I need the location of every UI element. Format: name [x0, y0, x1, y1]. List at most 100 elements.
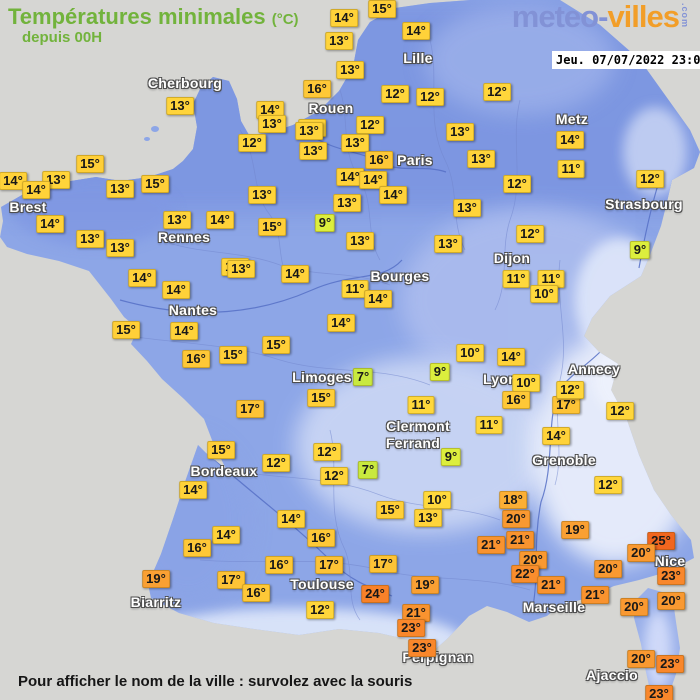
- temp-label[interactable]: 21°: [506, 531, 534, 549]
- temp-label[interactable]: 16°: [303, 80, 331, 98]
- temp-label[interactable]: 17°: [315, 556, 343, 574]
- temp-label[interactable]: 20°: [627, 544, 655, 562]
- temp-label[interactable]: 20°: [502, 510, 530, 528]
- temp-label[interactable]: 13°: [166, 97, 194, 115]
- temp-label[interactable]: 12°: [313, 443, 341, 461]
- temp-label[interactable]: 16°: [183, 539, 211, 557]
- temp-label[interactable]: 11°: [341, 280, 369, 298]
- temp-label[interactable]: 14°: [36, 215, 64, 233]
- temp-label[interactable]: 14°: [379, 186, 407, 204]
- temp-label[interactable]: 13°: [106, 180, 134, 198]
- temp-label[interactable]: 14°: [277, 510, 305, 528]
- temp-label[interactable]: 23°: [657, 567, 685, 585]
- temp-label[interactable]: 17°: [236, 400, 264, 418]
- temp-label[interactable]: 12°: [320, 467, 348, 485]
- temp-label[interactable]: 13°: [76, 230, 104, 248]
- temp-label[interactable]: 12°: [381, 85, 409, 103]
- temp-label[interactable]: 14°: [0, 172, 27, 190]
- temp-label[interactable]: 11°: [557, 160, 585, 178]
- temp-label[interactable]: 21°: [477, 536, 505, 554]
- temp-label[interactable]: 12°: [556, 381, 584, 399]
- temp-label[interactable]: 17°: [369, 555, 397, 573]
- temp-label[interactable]: 14°: [402, 22, 430, 40]
- temp-label[interactable]: 19°: [411, 576, 439, 594]
- temp-label[interactable]: 9°: [440, 448, 462, 466]
- temp-label[interactable]: 20°: [657, 592, 685, 610]
- temp-label[interactable]: 12°: [594, 476, 622, 494]
- temp-label[interactable]: 15°: [368, 0, 396, 18]
- temp-label[interactable]: 15°: [141, 175, 169, 193]
- temp-label[interactable]: 14°: [128, 269, 156, 287]
- temp-label[interactable]: 23°: [656, 655, 684, 673]
- temp-label[interactable]: 15°: [207, 441, 235, 459]
- temp-label[interactable]: 14°: [336, 168, 364, 186]
- temp-label[interactable]: 12°: [516, 225, 544, 243]
- temp-label[interactable]: 15°: [112, 321, 140, 339]
- temp-label[interactable]: 19°: [142, 570, 170, 588]
- temp-label[interactable]: 20°: [594, 560, 622, 578]
- temp-label[interactable]: 23°: [645, 685, 673, 700]
- temp-label[interactable]: 13°: [467, 150, 495, 168]
- temp-label[interactable]: 13°: [434, 235, 462, 253]
- temp-label[interactable]: 12°: [238, 134, 266, 152]
- temp-label[interactable]: 14°: [170, 322, 198, 340]
- temp-label[interactable]: 15°: [258, 218, 286, 236]
- brand-logo[interactable]: meteo-villes .com: [512, 0, 690, 34]
- temp-label[interactable]: 11°: [407, 396, 435, 414]
- temp-label[interactable]: 21°: [537, 576, 565, 594]
- temp-label[interactable]: 14°: [359, 171, 387, 189]
- temp-label[interactable]: 13°: [333, 194, 361, 212]
- temp-label[interactable]: 12°: [483, 83, 511, 101]
- temp-label[interactable]: 14°: [556, 131, 584, 149]
- temp-label[interactable]: 12°: [262, 454, 290, 472]
- temp-label[interactable]: 16°: [307, 529, 335, 547]
- temp-label[interactable]: 12°: [356, 116, 384, 134]
- temp-label[interactable]: 14°: [281, 265, 309, 283]
- temp-label[interactable]: 13°: [227, 260, 255, 278]
- temp-label[interactable]: 13°: [248, 186, 276, 204]
- temp-label[interactable]: 19°: [561, 521, 589, 539]
- temp-label[interactable]: 13°: [346, 232, 374, 250]
- temp-label[interactable]: 13°: [258, 115, 286, 133]
- temp-label[interactable]: 13°: [453, 199, 481, 217]
- temp-label[interactable]: 14°: [162, 281, 190, 299]
- temp-label[interactable]: 16°: [365, 151, 393, 169]
- temp-label[interactable]: 15°: [219, 346, 247, 364]
- temp-label[interactable]: 12°: [636, 170, 664, 188]
- temp-label[interactable]: 12°: [416, 88, 444, 106]
- temp-label[interactable]: 14°: [542, 427, 570, 445]
- temp-label[interactable]: 12°: [503, 175, 531, 193]
- temp-label[interactable]: 20°: [627, 650, 655, 668]
- temp-label[interactable]: 16°: [265, 556, 293, 574]
- temp-label[interactable]: 13°: [299, 142, 327, 160]
- temp-label[interactable]: 7°: [357, 461, 379, 479]
- temp-label[interactable]: 15°: [376, 501, 404, 519]
- temp-label[interactable]: 13°: [106, 239, 134, 257]
- temp-label[interactable]: 13°: [163, 211, 191, 229]
- temp-label[interactable]: 7°: [352, 368, 374, 386]
- temp-label[interactable]: 14°: [364, 290, 392, 308]
- temp-label[interactable]: 14°: [206, 211, 234, 229]
- temp-label[interactable]: 20°: [620, 598, 648, 616]
- temp-label[interactable]: 22°: [511, 565, 539, 583]
- temp-label[interactable]: 17°: [217, 571, 245, 589]
- temp-label[interactable]: 10°: [512, 374, 540, 392]
- temp-label[interactable]: 14°: [256, 101, 284, 119]
- temp-label[interactable]: 9°: [429, 363, 451, 381]
- temp-label[interactable]: 10°: [423, 491, 451, 509]
- temp-label[interactable]: 14°: [497, 348, 525, 366]
- temp-label[interactable]: 14°: [330, 9, 358, 27]
- temp-label[interactable]: 13°: [341, 134, 369, 152]
- temp-label[interactable]: 23°: [397, 619, 425, 637]
- temp-label[interactable]: 15°: [76, 155, 104, 173]
- temp-label[interactable]: 11°: [537, 270, 565, 288]
- temp-label[interactable]: 11°: [502, 270, 530, 288]
- temp-label[interactable]: 10°: [456, 344, 484, 362]
- temp-label[interactable]: 14°: [212, 526, 240, 544]
- temp-label[interactable]: 13°: [325, 32, 353, 50]
- temp-label[interactable]: 14°: [22, 181, 50, 199]
- temp-label[interactable]: 16°: [502, 391, 530, 409]
- temp-label[interactable]: 16°: [182, 350, 210, 368]
- temp-label[interactable]: 14°: [179, 481, 207, 499]
- temp-label[interactable]: 15°: [262, 336, 290, 354]
